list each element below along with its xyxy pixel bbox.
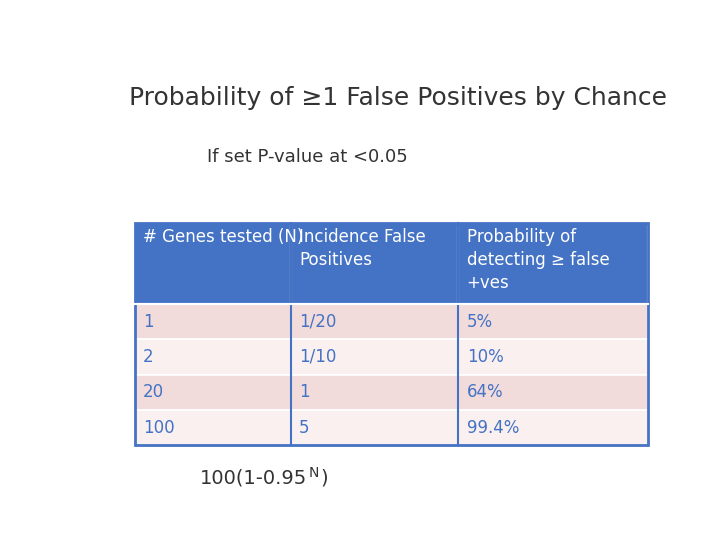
Bar [135,223,291,304]
Text: 5: 5 [300,418,310,436]
Bar [135,410,291,446]
Text: ): ) [320,468,328,487]
Bar [459,375,648,410]
Text: 1/20: 1/20 [300,313,337,330]
Text: # Genes tested (N): # Genes tested (N) [143,228,303,246]
Text: 1: 1 [143,313,153,330]
Text: 20: 20 [143,383,164,401]
Text: 100(1-0.95: 100(1-0.95 [200,468,307,487]
Text: If set P-value at <0.05: If set P-value at <0.05 [207,148,408,166]
Text: Incidence False
Positives: Incidence False Positives [300,228,426,269]
Bar [459,410,648,446]
Text: Probability of ≥1 False Positives by Chance: Probability of ≥1 False Positives by Cha… [129,85,667,110]
Bar [291,410,458,446]
Bar [291,339,458,375]
Text: 99.4%: 99.4% [467,418,519,436]
Text: N: N [308,466,318,480]
Bar [459,339,648,375]
Text: 5%: 5% [467,313,492,330]
Bar [135,223,648,446]
Text: Probability of
detecting ≥ false
+ves: Probability of detecting ≥ false +ves [467,228,609,292]
Bar [135,339,291,375]
Text: 2: 2 [143,348,153,366]
Text: 100: 100 [143,418,175,436]
Text: 1: 1 [300,383,310,401]
Bar [135,304,291,339]
Bar [291,304,458,339]
Bar [291,223,458,304]
Text: 10%: 10% [467,348,503,366]
Bar [459,223,648,304]
Bar [459,304,648,339]
Text: 1/10: 1/10 [300,348,337,366]
Bar [291,375,458,410]
Bar [135,375,291,410]
Text: 64%: 64% [467,383,503,401]
